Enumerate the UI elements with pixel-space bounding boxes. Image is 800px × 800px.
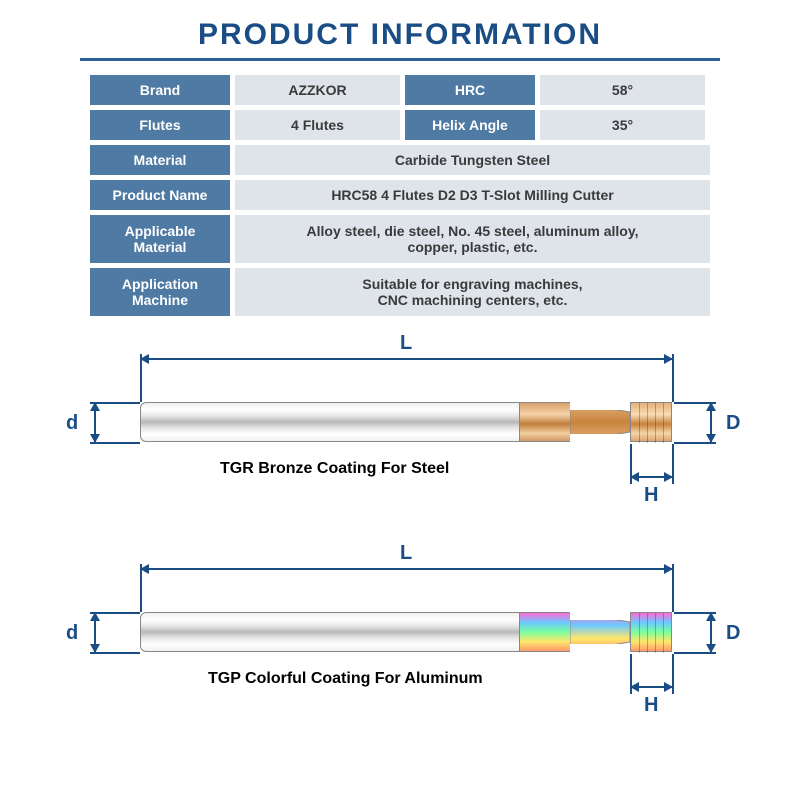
dim-label-H: H: [644, 694, 658, 717]
flutes-value: 4 Flutes: [235, 110, 400, 140]
tool-taper: [570, 410, 630, 434]
arrow-icon: [140, 354, 149, 364]
tool-neck: [520, 612, 570, 652]
tool-shank: [140, 612, 520, 652]
flutes-label: Flutes: [90, 110, 230, 140]
arrow-icon: [90, 612, 100, 621]
table-row: Brand AZZKOR HRC 58°: [90, 75, 710, 105]
dim-label-d: d: [66, 622, 78, 645]
helix-label: Helix Angle: [405, 110, 535, 140]
dim-label-H: H: [644, 484, 658, 507]
arrow-icon: [664, 682, 673, 692]
tool-rainbow: [140, 604, 680, 660]
table-row: Flutes 4 Flutes Helix Angle 35°: [90, 110, 710, 140]
arrow-icon: [630, 472, 639, 482]
tool-neck: [520, 402, 570, 442]
arrow-icon: [90, 402, 100, 411]
dim-label-d: d: [66, 412, 78, 435]
arrow-icon: [90, 644, 100, 653]
arrow-icon: [90, 434, 100, 443]
table-row: Product Name HRC58 4 Flutes D2 D3 T-Slot…: [90, 180, 710, 210]
brand-value: AZZKOR: [235, 75, 400, 105]
applicationmachine-label: Application Machine: [90, 268, 230, 316]
dim-label-D: D: [726, 622, 740, 645]
productname-label: Product Name: [90, 180, 230, 210]
page-title: PRODUCT INFORMATION: [0, 0, 800, 58]
arrow-icon: [140, 564, 149, 574]
applicablematerial-value: Alloy steel, die steel, No. 45 steel, al…: [235, 215, 710, 263]
tool-head: [630, 402, 672, 442]
productname-value: HRC58 4 Flutes D2 D3 T-Slot Milling Cutt…: [235, 180, 710, 210]
hrc-value: 58°: [540, 75, 705, 105]
tool-head: [630, 612, 672, 652]
arrow-icon: [630, 682, 639, 692]
material-value: Carbide Tungsten Steel: [235, 145, 710, 175]
material-label: Material: [90, 145, 230, 175]
tool-shank: [140, 402, 520, 442]
hrc-label: HRC: [405, 75, 535, 105]
dim-label-L: L: [400, 332, 412, 355]
diagram-area: L d D H TGR Bronze Coating For S: [40, 324, 760, 764]
helix-value: 35°: [540, 110, 705, 140]
table-row: Application Machine Suitable for engravi…: [90, 268, 710, 316]
arrow-icon: [664, 564, 673, 574]
caption-bronze: TGR Bronze Coating For Steel: [220, 460, 449, 478]
dim-line: [140, 568, 672, 570]
tool-taper: [570, 620, 630, 644]
brand-label: Brand: [90, 75, 230, 105]
applicablematerial-label: Applicable Material: [90, 215, 230, 263]
spec-table: Brand AZZKOR HRC 58° Flutes 4 Flutes Hel…: [90, 75, 710, 316]
arrow-icon: [664, 472, 673, 482]
dim-label-L: L: [400, 542, 412, 565]
applicationmachine-value: Suitable for engraving machines, CNC mac…: [235, 268, 710, 316]
caption-rainbow: TGP Colorful Coating For Aluminum: [208, 670, 483, 688]
dim-label-D: D: [726, 412, 740, 435]
title-underline: [80, 58, 720, 61]
tool-bronze: [140, 394, 680, 450]
arrow-icon: [706, 612, 716, 621]
arrow-icon: [706, 644, 716, 653]
dim-line: [140, 358, 672, 360]
table-row: Material Carbide Tungsten Steel: [90, 145, 710, 175]
arrow-icon: [664, 354, 673, 364]
arrow-icon: [706, 434, 716, 443]
table-row: Applicable Material Alloy steel, die ste…: [90, 215, 710, 263]
arrow-icon: [706, 402, 716, 411]
